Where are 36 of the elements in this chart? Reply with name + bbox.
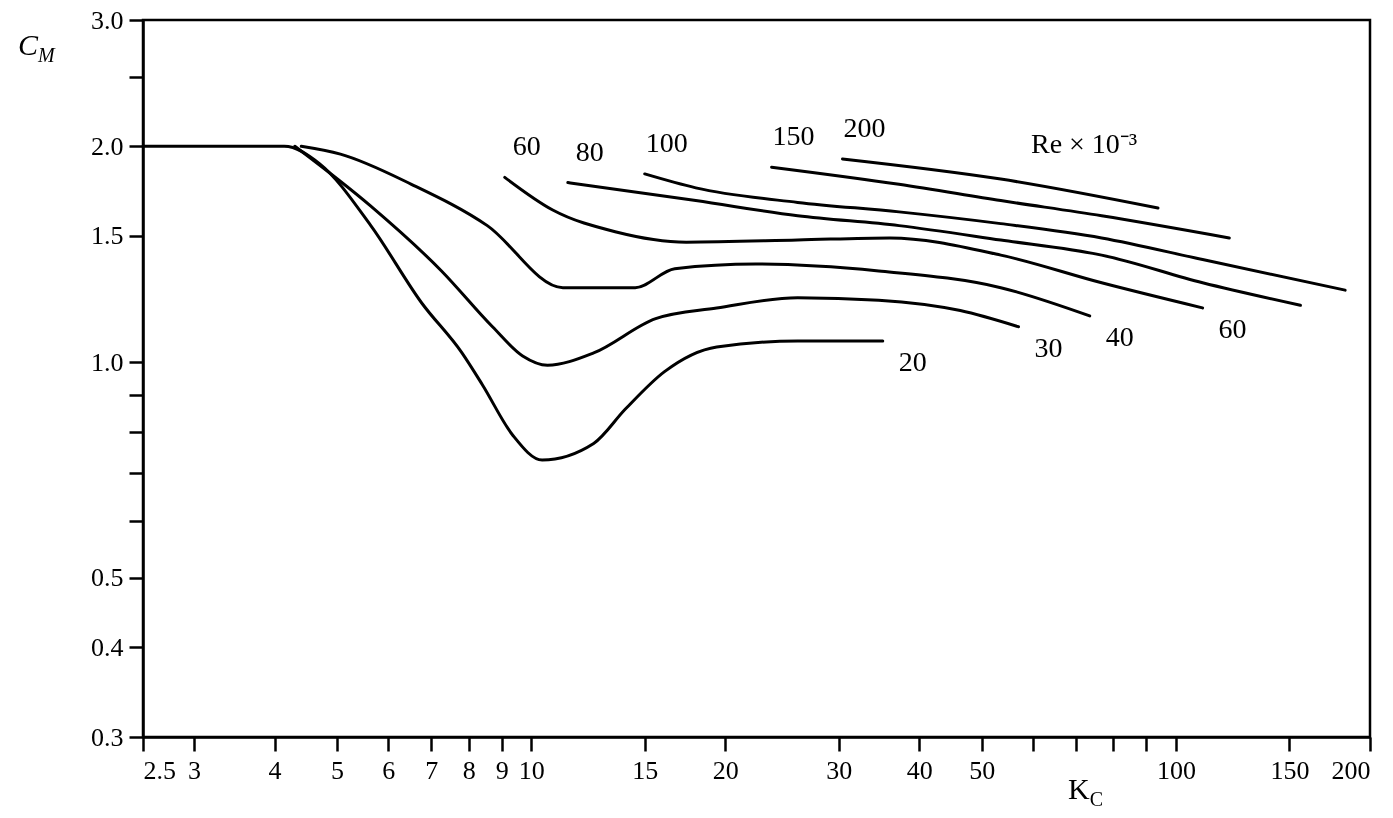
legend-title: Re × 10⁻³ [1030, 128, 1138, 160]
x-tick-label: 5 [331, 755, 345, 785]
x-tick-label: 50 [969, 755, 996, 785]
x-tick-label: 2.5 [143, 755, 176, 785]
text: 60 [512, 130, 541, 162]
x-tick-label: 100 [1156, 755, 1196, 785]
x-tick-label: 40 [906, 755, 933, 785]
y-tick-label: 1.5 [91, 221, 124, 251]
series-label: 150 [772, 120, 815, 152]
series-label: 60 [1218, 312, 1247, 344]
series-label: 30 [1034, 331, 1063, 363]
y-tick-label: 0.5 [91, 563, 124, 593]
x-tick-label: 15 [632, 755, 659, 785]
series-label: 40 [1105, 320, 1134, 352]
series-label: 20 [898, 346, 927, 378]
x-tick-label: 7 [425, 755, 439, 785]
x-tick-label: 3 [188, 755, 202, 785]
y-tick-label: 0.3 [91, 722, 124, 752]
series-label: 80 [575, 135, 604, 167]
x-tick-label: 20 [712, 755, 739, 785]
x-tick-label: 150 [1270, 755, 1310, 785]
y-tick-label: 3.0 [91, 5, 124, 35]
x-tick-label: 8 [462, 755, 476, 785]
series-label: 100 [645, 126, 688, 158]
x-tick-label: 6 [382, 755, 396, 785]
y-tick-label: 1.0 [91, 347, 124, 377]
y-tick-label: 2.0 [91, 131, 124, 161]
y-tick-label: 0.4 [91, 632, 124, 662]
x-tick-label: 9 [495, 755, 509, 785]
series-label: 200 [843, 111, 886, 143]
x-tick-label: 30 [826, 755, 853, 785]
x-tick-label: 4 [268, 755, 282, 785]
x-tick-label: 10 [518, 755, 545, 785]
x-axis-title: K$_{C}$ [1068, 772, 1104, 811]
y-axis-title: C$_{M}$ [18, 28, 55, 67]
x-tick-label: 200 [1331, 755, 1371, 785]
